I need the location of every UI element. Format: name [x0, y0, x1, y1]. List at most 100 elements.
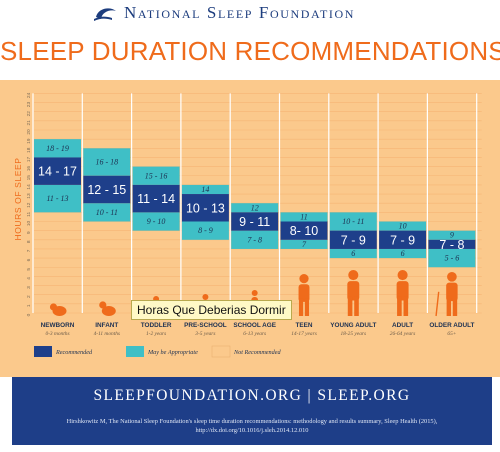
- y-tick-label: 10: [26, 221, 32, 227]
- appropriate-high-label: 10 - 11: [342, 217, 364, 226]
- y-tick-label: 4: [26, 277, 32, 280]
- infant-figure-icon: [99, 301, 116, 316]
- category-labels: NEWBORN 0-3 months INFANT 4-11 months TODDLE…: [41, 322, 475, 337]
- figure-head: [348, 270, 359, 281]
- citation-line-2[interactable]: http://dx.doi.org/10.1016/j.sleh.2014.12…: [195, 427, 309, 434]
- category-age: 1-2 years: [146, 331, 166, 337]
- appropriate-low-bar: [231, 230, 279, 249]
- brand-header: National Sleep Foundation: [0, 0, 500, 26]
- appropriate-low-label: 6: [401, 249, 405, 258]
- y-tick-label: 7: [26, 249, 32, 252]
- bars: 14 - 17 18 - 19 11 - 13 12 - 15 16 - 18 10 - …: [34, 139, 476, 268]
- figure-head: [299, 274, 309, 284]
- moon-icon: [94, 8, 116, 21]
- category-name: TODDLER: [141, 322, 172, 329]
- y-axis-label: HOURS OF SLEEP: [13, 157, 23, 240]
- recommended-label: 11 - 14: [137, 192, 175, 206]
- recommended-bar: [34, 157, 81, 185]
- recommended-label: 8- 10: [290, 224, 319, 238]
- older-adult-figure-icon: [435, 272, 458, 317]
- legend-swatch: [126, 346, 144, 357]
- category-age: 14-17 years: [291, 331, 317, 337]
- y-tick-label: 9: [26, 231, 32, 234]
- y-tick-label: 23: [26, 102, 32, 108]
- y-tick-label: 2: [26, 295, 32, 298]
- chart-title: SLEEP DURATION RECOMMENDATIONS: [0, 36, 500, 66]
- appropriate-high-label: 15 - 16: [145, 171, 168, 180]
- category-age: 18-25 years: [340, 331, 366, 337]
- appropriate-low-bar: [34, 184, 81, 213]
- figure-leg: [403, 296, 409, 316]
- appropriate-low-bar: [379, 248, 427, 259]
- appropriate-low-label: 7: [302, 240, 307, 249]
- category-name: TEEN: [295, 322, 312, 329]
- tooltip: Horas Que Deberias Dormir: [131, 300, 292, 320]
- appropriate-low-bar: [280, 239, 328, 249]
- category-name: PRE-SCHOOL: [184, 322, 227, 329]
- appropriate-high-bar: [280, 212, 328, 222]
- appropriate-high-bar: [34, 139, 81, 158]
- recommended-label: 10 - 13: [186, 201, 225, 215]
- category-age: 65+: [447, 331, 456, 337]
- y-tick-label: 8: [26, 240, 32, 243]
- figure-head: [397, 270, 408, 281]
- newborn-figure-icon: [49, 303, 67, 316]
- appropriate-high-label: 9: [450, 231, 454, 240]
- appropriate-low-bar: [329, 248, 377, 259]
- appropriate-low-label: 5 - 6: [445, 254, 460, 263]
- legend-swatch: [211, 345, 231, 358]
- figure-leg: [397, 296, 402, 316]
- y-tick-label: 14: [26, 184, 32, 190]
- appropriate-high-bar: [83, 148, 131, 176]
- figure-head: [447, 272, 457, 282]
- appropriate-low-label: 8 - 9: [198, 226, 213, 235]
- appropriate-low-bar: [428, 248, 476, 268]
- y-tick-label: 18: [26, 147, 32, 153]
- appropriate-high-bar: [231, 203, 279, 213]
- appropriate-low-label: 9 - 10: [147, 217, 166, 226]
- y-tick-label: 6: [26, 258, 32, 261]
- y-tick-label: 1: [26, 304, 32, 307]
- appropriate-low-label: 10 - 11: [96, 208, 118, 217]
- y-tick-label: 16: [26, 166, 32, 172]
- y-tick-label: 24: [26, 92, 32, 98]
- recommended-bar: [83, 175, 131, 204]
- figure-torso: [298, 284, 310, 302]
- y-tick-label: 15: [26, 175, 32, 181]
- sleep-chart: 0123456789101112131415161718192021222324…: [0, 80, 500, 377]
- appropriate-high-label: 12: [251, 203, 259, 212]
- y-tick-label: 3: [26, 286, 32, 289]
- y-tick-label: 13: [26, 193, 32, 199]
- figure-leg: [298, 298, 304, 316]
- y-tick-label: 22: [26, 111, 32, 117]
- figure-torso: [347, 281, 360, 301]
- recommended-bar: [132, 184, 180, 213]
- category-age: 0-3 months: [45, 331, 69, 337]
- appropriate-low-bar: [132, 212, 180, 231]
- legend-swatch: [34, 346, 52, 357]
- figure-leg: [452, 297, 458, 316]
- y-tick-label: 11: [26, 212, 32, 217]
- appropriate-high-bar: [428, 230, 476, 240]
- recommended-bar: [181, 194, 229, 222]
- y-tick-label: 20: [26, 129, 32, 135]
- cane: [435, 291, 440, 317]
- category-name: INFANT: [95, 322, 118, 329]
- appropriate-low-bar: [181, 221, 229, 240]
- recommended-label: 7 - 9: [390, 233, 415, 247]
- legend-label: Not Recommended: [233, 349, 281, 356]
- appropriate-high-label: 10: [399, 222, 407, 231]
- recommended-label: 7 - 9: [341, 233, 366, 247]
- appropriate-high-bar: [329, 212, 377, 231]
- legend-label: May be Appropriate: [147, 349, 198, 356]
- category-name: NEWBORN: [41, 322, 75, 329]
- footer-url[interactable]: SLEEPFOUNDATION.ORG | SLEEP.ORG: [93, 387, 411, 404]
- adult-figure-icon: [396, 270, 409, 316]
- recommended-bar: [329, 230, 377, 249]
- footer: SLEEPFOUNDATION.ORG | SLEEP.ORG Hirshkow…: [12, 377, 492, 445]
- figure-body: [101, 306, 116, 316]
- recommended-bar: [379, 230, 427, 249]
- category-name: OLDER ADULT: [429, 322, 474, 329]
- appropriate-high-bar: [379, 221, 427, 231]
- figure-leg: [347, 296, 353, 316]
